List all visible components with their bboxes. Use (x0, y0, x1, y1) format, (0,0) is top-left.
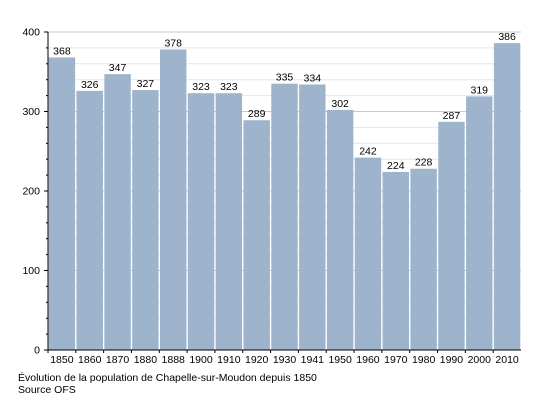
value-label-2000: 319 (470, 84, 488, 96)
x-tick-label-1960: 1960 (356, 354, 380, 366)
y-tick-label-200: 200 (22, 186, 40, 198)
value-label-1960: 242 (359, 146, 377, 158)
value-label-1860: 326 (81, 79, 99, 91)
x-tick-label-1860: 1860 (78, 354, 102, 366)
y-tick-labels: 0 100 200 300 400 (22, 27, 40, 357)
x-tick-labels: 1850 1860 1870 1880 1888 1900 1910 1920 1930 1941… (50, 354, 519, 366)
bar-1870 (104, 74, 131, 350)
bar-2010 (493, 43, 521, 350)
axes (44, 31, 521, 353)
x-tick-label-1950: 1950 (328, 354, 352, 366)
bar-2000 (466, 96, 493, 351)
x-tick-label-2010: 2010 (495, 354, 519, 366)
y-tick-label-300: 300 (22, 106, 40, 118)
value-label-1930: 335 (276, 72, 294, 84)
value-label-1920: 289 (248, 108, 266, 120)
value-label-1990: 287 (443, 110, 461, 122)
x-tick-label-1850: 1850 (50, 354, 74, 366)
x-tick-label-2000: 2000 (468, 354, 492, 366)
x-tick-label-1888: 1888 (162, 354, 186, 366)
value-label-1880: 327 (137, 78, 155, 90)
value-label-1950: 302 (331, 98, 349, 110)
value-label-2010: 386 (498, 31, 516, 43)
x-tick-label-1990: 1990 (440, 354, 464, 366)
y-tick-label-400: 400 (22, 27, 40, 39)
value-label-1910: 323 (220, 81, 238, 93)
bar-1900 (187, 93, 215, 350)
x-tick-label-1880: 1880 (134, 354, 158, 366)
x-tick-label-1941: 1941 (301, 354, 325, 366)
value-label-1850: 368 (53, 45, 71, 57)
value-labels: 368 326 347 327 378 323 323 289 335 334 302 242 224 2… (53, 31, 516, 172)
value-label-1941: 334 (304, 72, 322, 84)
bar-1888 (159, 49, 187, 351)
x-tick-label-1900: 1900 (189, 354, 213, 366)
x-tick-label-1920: 1920 (245, 354, 269, 366)
bar-1910 (215, 93, 243, 350)
bar-1990 (438, 121, 465, 351)
bar-1960 (354, 157, 382, 350)
y-tick-label-100: 100 (22, 265, 40, 277)
bar-1930 (271, 83, 298, 351)
value-label-1980: 228 (415, 157, 433, 169)
x-tick-label-1930: 1930 (273, 354, 297, 366)
bar-1880 (132, 90, 159, 350)
value-label-1970: 224 (387, 160, 405, 172)
x-tick-label-1910: 1910 (217, 354, 241, 366)
x-tick-label-1970: 1970 (384, 354, 408, 366)
bar-1970 (382, 171, 410, 350)
bar-1980 (410, 168, 437, 350)
value-label-1870: 347 (109, 62, 127, 74)
x-tick-label-1870: 1870 (106, 354, 130, 366)
value-label-1900: 323 (192, 81, 210, 93)
bar-1920 (243, 120, 270, 351)
chart-source: Source OFS (18, 384, 76, 396)
value-label-1888: 378 (164, 37, 182, 49)
bar-1950 (326, 109, 354, 350)
bar-1860 (76, 90, 103, 350)
bar-1850 (48, 57, 76, 350)
y-tick-label-0: 0 (34, 345, 40, 357)
bars (48, 43, 521, 351)
x-tick-label-1980: 1980 (412, 354, 436, 366)
bar-1941 (299, 84, 326, 350)
chart-caption: Évolution de la population de Chapelle-s… (18, 372, 317, 384)
